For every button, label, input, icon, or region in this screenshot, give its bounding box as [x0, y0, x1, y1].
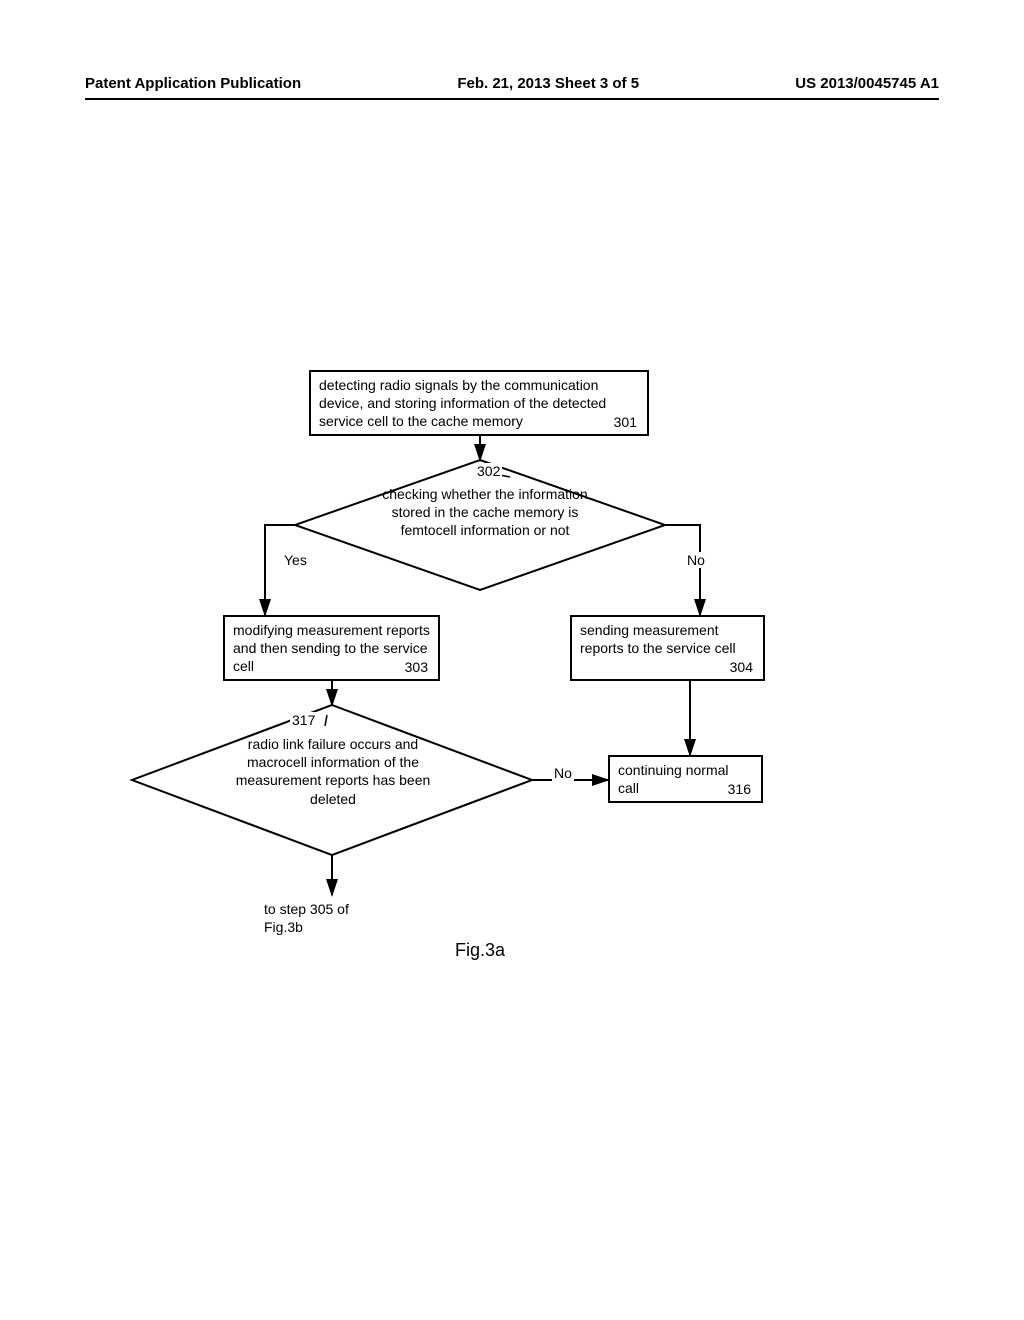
decision-text-n317: radio link failure occurs and macrocell … [218, 735, 448, 808]
process-text-n303: modifying measurement reports and then s… [233, 622, 430, 674]
process-n304: sending measurement reports to the servi… [570, 615, 765, 681]
process-n316: continuing normal call316 [608, 755, 763, 803]
process-text-n301: detecting radio signals by the communica… [319, 377, 606, 429]
decision-text-n302: checking whether the information stored … [370, 485, 600, 540]
process-text-n316: continuing normal call [618, 762, 729, 796]
edge-n302-n303 [265, 525, 295, 615]
node-num-n301: 301 [614, 413, 637, 431]
process-n301: detecting radio signals by the communica… [309, 370, 649, 436]
node-num-n303: 303 [405, 658, 428, 676]
flowchart-svg [0, 0, 1024, 1320]
node-num-n317: 317 [290, 712, 317, 728]
node-num-n316: 316 [728, 780, 751, 798]
process-n303: modifying measurement reports and then s… [223, 615, 440, 681]
node-num-n302: 302 [475, 463, 502, 479]
process-text-n304: sending measurement reports to the servi… [580, 622, 736, 656]
edge-label-n317-n316: No [552, 765, 574, 781]
flowchart-canvas: detecting radio signals by the communica… [0, 0, 1024, 1320]
figure-caption: Fig.3a [455, 940, 505, 961]
edge-n302-n304 [665, 525, 700, 615]
edge-label-n302-n303: Yes [282, 552, 309, 568]
end-text: to step 305 of Fig.3b [262, 900, 382, 936]
node-num-n304: 304 [730, 658, 753, 676]
edge-label-n302-n304: No [685, 552, 707, 568]
